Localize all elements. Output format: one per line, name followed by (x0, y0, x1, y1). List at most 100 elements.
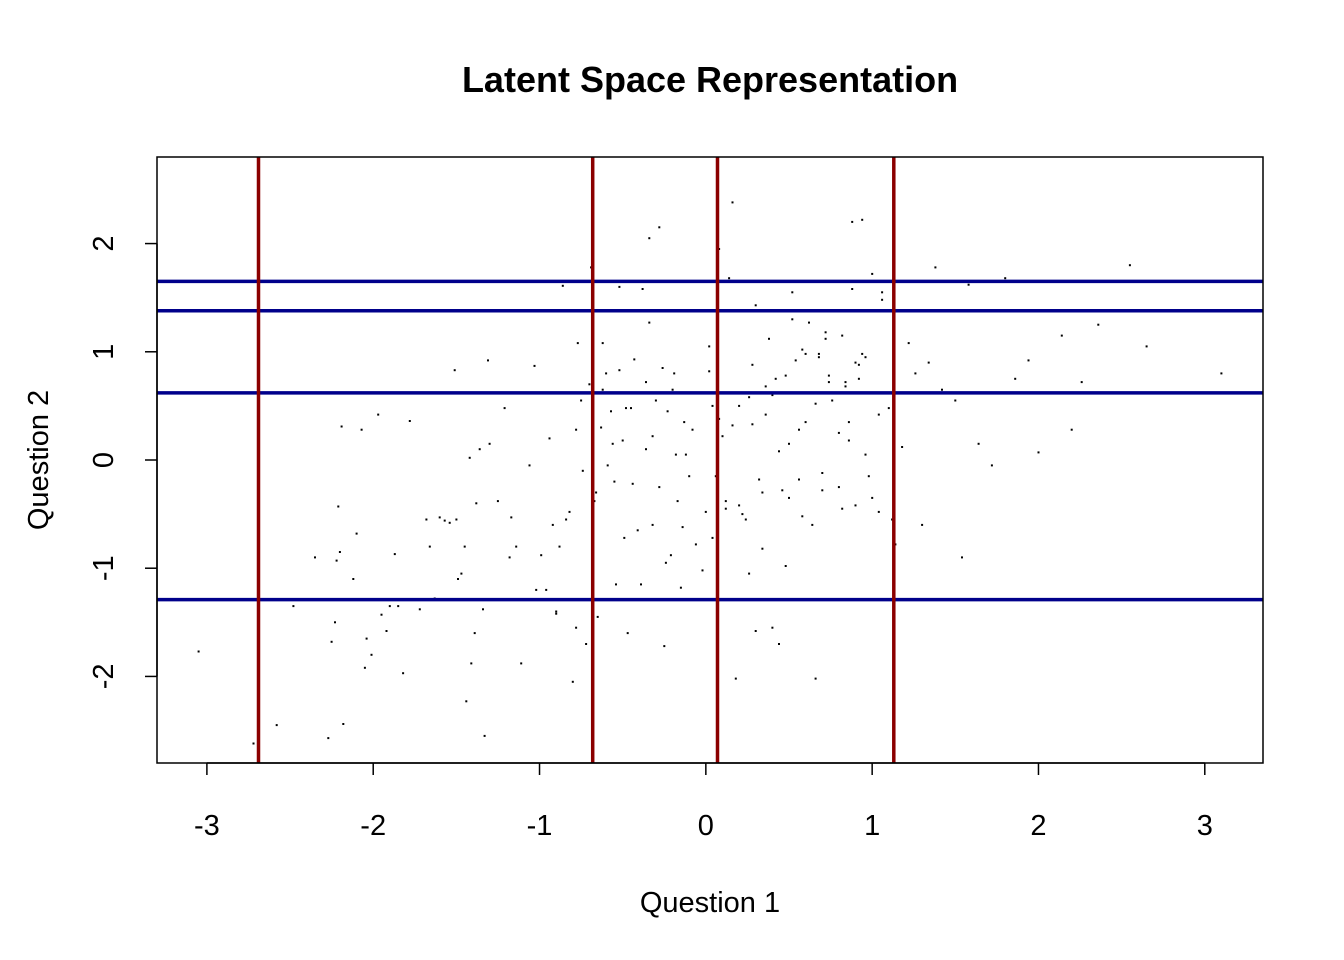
data-point (575, 626, 578, 629)
data-point (907, 342, 910, 345)
x-tick-label: 3 (1197, 810, 1213, 842)
data-point (808, 321, 810, 324)
x-axis-label: Question 1 (640, 887, 780, 919)
data-point (704, 510, 707, 513)
data-point (408, 420, 411, 422)
data-point (887, 407, 890, 410)
data-point (314, 556, 316, 559)
data-point (581, 469, 584, 472)
data-point (651, 435, 654, 438)
data-point (658, 486, 661, 489)
data-point (708, 345, 711, 348)
data-point (814, 677, 817, 680)
data-point (927, 361, 930, 364)
data-point (728, 277, 731, 280)
data-point (954, 399, 957, 402)
data-point (588, 383, 591, 386)
data-point (363, 666, 366, 669)
data-point (661, 367, 664, 369)
data-point (734, 677, 737, 680)
data-point (1080, 381, 1083, 384)
data-point (914, 372, 917, 375)
y-tick-label: -1 (88, 555, 120, 581)
data-point (360, 428, 363, 431)
data-point (585, 643, 588, 645)
data-point (817, 352, 820, 355)
data-point (871, 496, 874, 499)
data-point (568, 510, 571, 513)
data-point (673, 372, 676, 375)
data-point (881, 291, 884, 294)
data-point (821, 489, 824, 492)
data-point (618, 285, 621, 288)
data-point (483, 734, 486, 737)
data-point (1014, 377, 1017, 380)
data-point (798, 428, 800, 431)
x-tick-label: -3 (194, 810, 220, 842)
data-point (645, 381, 647, 384)
data-point (648, 237, 651, 240)
vertical-lines (256, 157, 896, 763)
data-point (821, 472, 824, 474)
data-point (794, 359, 797, 362)
data-point (613, 480, 616, 483)
data-point (337, 505, 340, 508)
data-point (711, 404, 714, 407)
data-point (428, 545, 431, 548)
data-point (488, 442, 491, 445)
data-point (791, 291, 794, 294)
data-point (871, 272, 874, 275)
data-point (744, 518, 747, 521)
data-point (468, 456, 471, 459)
data-point (448, 521, 451, 524)
data-point (596, 615, 599, 618)
y-tick-label: 2 (88, 236, 120, 252)
data-point (751, 363, 754, 366)
data-point (877, 510, 880, 513)
data-point (841, 334, 844, 337)
data-point (388, 605, 391, 608)
data-point (761, 491, 764, 494)
data-point (798, 478, 800, 481)
data-point (626, 632, 629, 635)
data-point (741, 513, 744, 516)
data-point (601, 388, 604, 391)
data-point (738, 404, 741, 407)
data-point (669, 554, 672, 557)
data-point (575, 428, 578, 431)
data-point (724, 507, 727, 510)
data-point (342, 723, 345, 725)
data-point (641, 288, 644, 290)
data-point (671, 388, 674, 391)
data-point (520, 662, 523, 665)
data-point (837, 431, 840, 434)
data-point (533, 364, 536, 367)
data-point (824, 331, 827, 334)
data-point (691, 428, 694, 431)
data-point (606, 464, 609, 467)
data-point (837, 486, 840, 489)
x-tick-label: 2 (1030, 810, 1046, 842)
data-point (801, 515, 804, 518)
data-point (684, 453, 687, 456)
data-point (425, 518, 428, 521)
data-point (778, 643, 780, 645)
data-point (663, 645, 666, 648)
data-point (1097, 323, 1100, 326)
data-point (941, 388, 943, 391)
data-point (679, 586, 682, 589)
data-point (731, 201, 734, 204)
data-point (327, 737, 330, 740)
data-point (844, 385, 847, 388)
data-point (645, 448, 647, 451)
data-point (674, 453, 677, 456)
data-point (648, 321, 651, 324)
data-point (801, 348, 804, 351)
data-point (764, 385, 767, 388)
data-point (748, 396, 751, 399)
data-point (1145, 345, 1148, 348)
y-axis: -2 -1 0 1 2 (88, 236, 158, 689)
data-point (355, 532, 358, 535)
data-point (551, 523, 554, 526)
data-point (814, 402, 817, 405)
